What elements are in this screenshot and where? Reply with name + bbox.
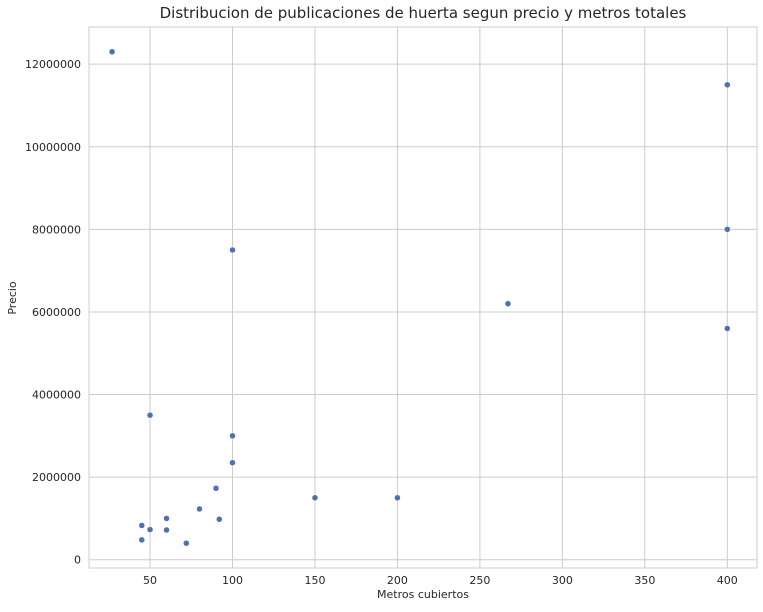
y-tick-label: 12000000 bbox=[25, 58, 81, 71]
data-point bbox=[163, 515, 170, 522]
y-tick-label: 0 bbox=[74, 554, 81, 567]
x-axis-ticks: 50 100 150 200 250 300 350 400 bbox=[143, 574, 738, 587]
y-axis-label: Precio bbox=[6, 281, 19, 315]
data-point bbox=[146, 411, 154, 419]
y-tick-label: 2000000 bbox=[32, 471, 81, 484]
x-tick-label: 300 bbox=[552, 574, 573, 587]
y-tick-label: 8000000 bbox=[32, 223, 81, 236]
grid-lines bbox=[89, 27, 757, 568]
data-point bbox=[311, 494, 319, 502]
data-point bbox=[229, 459, 236, 466]
x-tick-label: 250 bbox=[469, 574, 490, 587]
data-point bbox=[183, 539, 190, 547]
data-point bbox=[138, 536, 146, 544]
y-tick-label: 10000000 bbox=[25, 141, 81, 154]
x-tick-label: 200 bbox=[387, 574, 408, 587]
data-point bbox=[212, 485, 220, 492]
plot-frame bbox=[88, 26, 758, 569]
data-point bbox=[216, 516, 223, 523]
data-points bbox=[108, 48, 731, 547]
data-point bbox=[163, 526, 170, 534]
data-point bbox=[724, 226, 731, 233]
x-tick-label: 150 bbox=[304, 574, 325, 587]
data-point bbox=[146, 526, 154, 533]
x-tick-label: 400 bbox=[717, 574, 738, 587]
data-point bbox=[196, 505, 203, 513]
data-point bbox=[229, 432, 236, 440]
x-tick-label: 100 bbox=[222, 574, 243, 587]
y-tick-label: 4000000 bbox=[32, 389, 81, 402]
x-tick-label: 50 bbox=[143, 574, 157, 587]
data-point bbox=[724, 81, 731, 89]
x-tick-label: 350 bbox=[634, 574, 655, 587]
y-tick-label: 6000000 bbox=[32, 306, 81, 319]
x-axis-label: Metros cubiertos bbox=[377, 588, 469, 601]
data-point bbox=[138, 522, 146, 529]
y-axis-ticks: 0 2000000 4000000 6000000 8000000 10000000 120… bbox=[25, 58, 81, 567]
data-point bbox=[229, 246, 236, 254]
data-point bbox=[504, 300, 512, 307]
data-point bbox=[394, 494, 401, 502]
data-point bbox=[724, 325, 731, 332]
data-point bbox=[108, 48, 116, 56]
chart-title: Distribucion de publicaciones de huerta … bbox=[160, 4, 687, 22]
